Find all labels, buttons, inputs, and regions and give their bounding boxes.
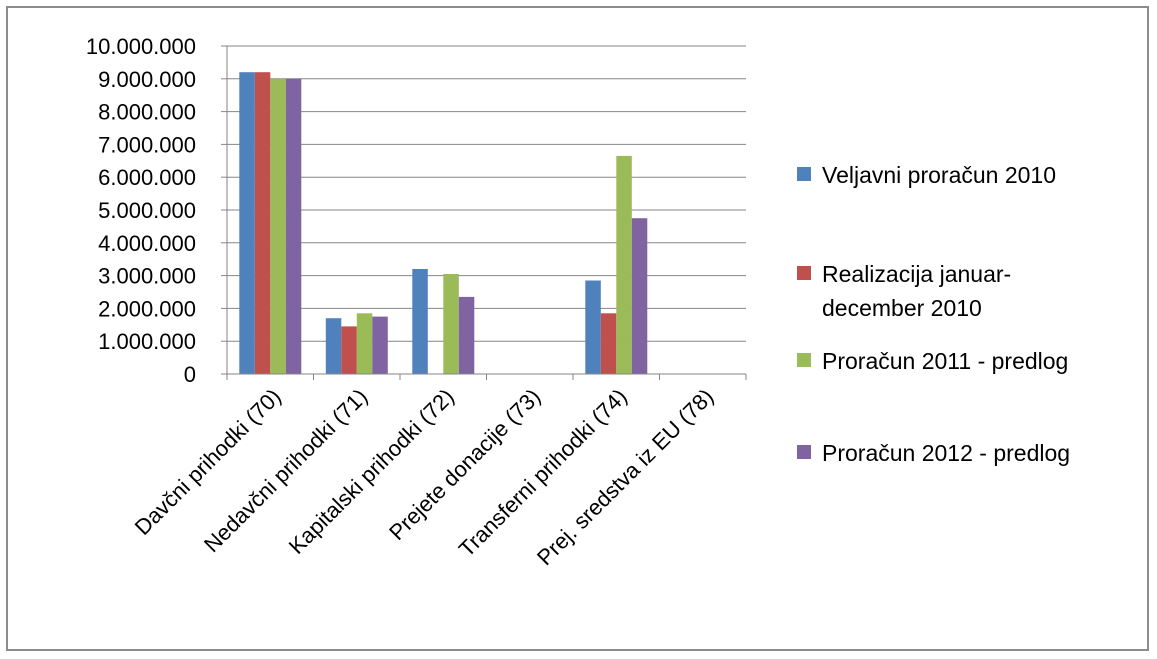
bar — [341, 326, 357, 374]
y-tick-label: 0 — [184, 362, 196, 387]
bar — [254, 72, 271, 374]
bar — [325, 318, 342, 374]
bar — [600, 313, 617, 374]
y-tick-label: 5.000.000 — [98, 198, 196, 223]
y-tick-label: 3.000.000 — [98, 264, 196, 289]
bar — [356, 313, 373, 374]
y-tick-label: 9.000.000 — [98, 67, 196, 92]
bar — [239, 72, 255, 374]
bar — [270, 78, 286, 375]
x-category-label: Prejete donacije (73) — [384, 384, 545, 545]
legend-swatch — [797, 353, 811, 367]
bar — [616, 155, 632, 374]
y-tick-label: 6.000.000 — [98, 165, 196, 190]
bars — [239, 72, 648, 375]
legend: Veljavni proračun 2010 Realizacija januar… — [797, 162, 1070, 466]
gridlines — [221, 45, 746, 375]
x-category-label: Nedavčni prihodki (71) — [199, 384, 372, 557]
y-tick-label: 1.000.000 — [98, 329, 196, 354]
legend-label: Veljavni proračun 2010 — [822, 162, 1056, 188]
y-tick-label: 10.000.000 — [86, 34, 196, 59]
x-category-label: Kapitalski prihodki (72) — [284, 384, 459, 559]
bar — [631, 218, 648, 374]
bar — [285, 78, 302, 375]
x-axis-category-labels: Davčni prihodki (70)Nedavčni prihodki (7… — [130, 384, 719, 570]
bar — [412, 269, 428, 374]
bar — [458, 296, 475, 374]
y-axis-tick-labels: 0 1.000.000 2.000.000 3.000.000 4.000.000 5.0… — [86, 34, 196, 387]
legend-swatch — [797, 167, 811, 181]
legend-swatch — [797, 266, 811, 280]
y-tick-label: 4.000.000 — [98, 231, 196, 256]
bar — [585, 280, 601, 374]
y-tick-label: 2.000.000 — [98, 296, 196, 321]
legend-label: Proračun 2012 - predlog — [822, 440, 1070, 466]
y-tick-label: 7.000.000 — [98, 132, 196, 157]
bar — [443, 274, 459, 374]
bar — [372, 316, 388, 374]
x-category-label: Prej. sredstva iz EU (78) — [532, 384, 718, 570]
legend-label: Proračun 2011 - predlog — [822, 348, 1068, 374]
axes — [226, 46, 747, 380]
y-tick-label: 8.000.000 — [98, 100, 196, 125]
x-category-label: Transferni prihodki (74) — [454, 384, 632, 562]
x-category-label: Davčni prihodki (70) — [130, 384, 286, 540]
legend-label: Realizacija januar- — [822, 261, 1011, 287]
legend-swatch — [797, 445, 811, 459]
chart-frame — [6, 6, 1149, 651]
legend-label: december 2010 — [822, 295, 982, 321]
